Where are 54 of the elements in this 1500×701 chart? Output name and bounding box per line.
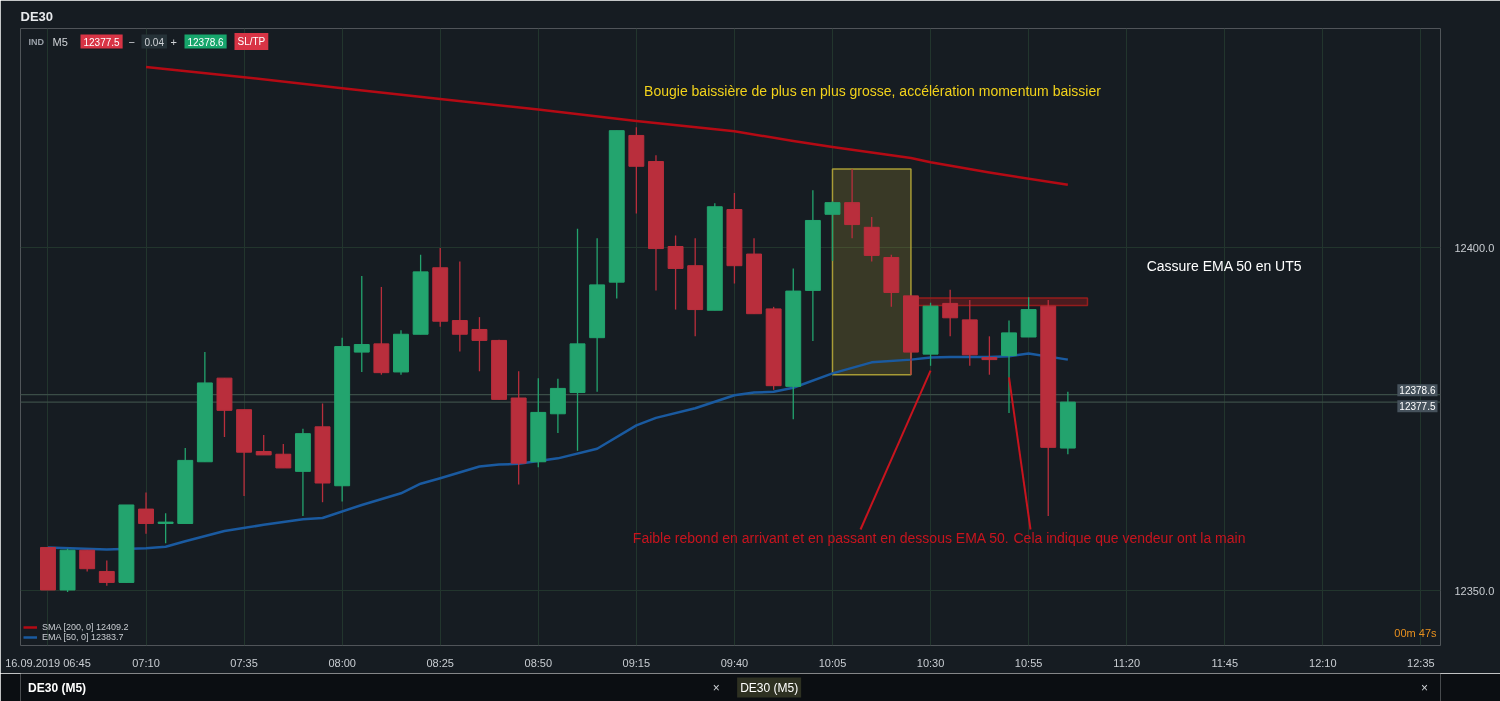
x-tick-label: 10:30 — [916, 656, 945, 669]
x-tick-label: 09:40 — [720, 656, 749, 669]
candlestick — [844, 168, 861, 239]
x-tick-label: 08:00 — [328, 656, 356, 669]
legend-label: EMA [50, 0] 12383.7 — [42, 632, 124, 642]
x-tick-label: 12:35 — [1407, 656, 1435, 669]
annotation: IND — [28, 36, 45, 47]
candlestick — [353, 275, 370, 373]
annotation: Faible rebond en arrivant et en passant en dessous EMA 50. — [632, 529, 1009, 546]
x-tick-label: 10:55 — [1014, 656, 1043, 669]
ref-line-label: 12377.5 — [1399, 401, 1436, 413]
annotation: M5 — [52, 35, 68, 48]
candlestick — [79, 549, 96, 573]
y-tick-label: 12400.0 — [1454, 241, 1495, 254]
candlestick — [942, 289, 959, 337]
candlestick — [275, 443, 292, 469]
annotation: + — [170, 35, 177, 48]
candlestick — [667, 234, 684, 311]
annotation: Bougie baissière de plus en plus grosse, accélération momentum baissier — [644, 82, 1102, 99]
annotation: 00m 47s — [1394, 626, 1437, 639]
x-tick-label: 12:10 — [1309, 656, 1337, 669]
x-tick-label: 08:50 — [524, 656, 553, 669]
chart-title: DE30 — [20, 8, 54, 24]
annotation: SL/TP — [237, 36, 266, 47]
text: DE30 (M5) — [740, 680, 799, 695]
ref-line-label: 12378.6 — [1399, 385, 1436, 397]
annotation: − — [128, 35, 135, 48]
candlestick — [981, 335, 998, 376]
x-tick-label: 08:25 — [426, 656, 454, 669]
candlestick — [157, 512, 174, 544]
candlestick — [98, 559, 115, 587]
candlestick — [1001, 319, 1017, 414]
x-tick-label: 16.09.2019 06:45 — [5, 656, 91, 669]
candlestick — [451, 260, 468, 353]
candlestick — [824, 200, 841, 262]
x-tick-label: 11:45 — [1211, 656, 1239, 669]
candlestick — [138, 491, 154, 535]
x-tick-label: 07:35 — [230, 656, 258, 669]
candlestick — [255, 434, 272, 456]
x-tick-label: 10:05 — [818, 656, 847, 669]
annotation: Cela indique que vendeur ont la main — [1013, 529, 1246, 546]
x-tick-label: 07:10 — [132, 656, 160, 669]
legend-label: SMA [200, 0] 12409.2 — [42, 622, 129, 632]
text: DE30 (M5) — [28, 680, 87, 695]
x-tick-label: 09:15 — [622, 656, 651, 669]
y-tick-label: 12350.0 — [1454, 584, 1495, 597]
annotation: Cassure EMA 50 en UT5 — [1146, 257, 1302, 274]
text: × — [712, 680, 720, 695]
annotation: 12377.5 — [83, 36, 121, 48]
candlestick — [471, 316, 488, 372]
annotation: 0.04 — [144, 36, 165, 48]
x-tick-label: 11:20 — [1113, 656, 1141, 669]
annotation: 12378.6 — [187, 36, 225, 48]
text: × — [1420, 680, 1428, 695]
